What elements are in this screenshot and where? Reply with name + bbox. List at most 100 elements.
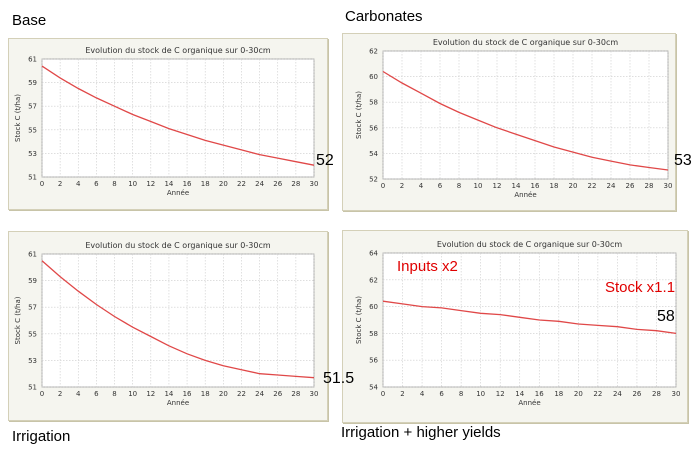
x-tick-label: 22	[588, 182, 597, 190]
x-tick-label: 28	[645, 182, 654, 190]
series-line	[382, 300, 677, 335]
x-tick-label: 18	[201, 180, 210, 188]
y-tick-label: 53	[28, 357, 37, 365]
chart-svg-base: Evolution du stock de C organique sur 0-…	[14, 46, 319, 197]
x-tick-label: 8	[112, 180, 116, 188]
x-tick-label: 30	[310, 180, 319, 188]
x-tick-label: 4	[76, 390, 81, 398]
chart-panel-irrigation-higher-yields: Evolution du stock de C organique sur 0-…	[342, 230, 688, 423]
series-line	[382, 70, 669, 171]
chart-panel-irrigation: Evolution du stock de C organique sur 0-…	[8, 231, 328, 421]
x-axis-label: Année	[167, 399, 189, 407]
plot-area	[41, 58, 315, 178]
chart-title: Evolution du stock de C organique sur 0-…	[85, 46, 271, 55]
x-tick-label: 10	[474, 182, 483, 190]
y-axis-label: Stock C (t/ha)	[14, 94, 22, 142]
x-tick-label: 14	[515, 390, 524, 398]
x-tick-label: 16	[183, 180, 192, 188]
x-tick-label: 24	[607, 182, 616, 190]
x-tick-label: 2	[400, 390, 404, 398]
x-tick-label: 6	[94, 390, 99, 398]
y-tick-label: 64	[369, 250, 378, 258]
chart-svg-irrigation: Evolution du stock de C organique sur 0-…	[14, 241, 318, 407]
x-tick-label: 2	[400, 182, 404, 190]
note-inputs-x2: Inputs x2	[397, 258, 458, 275]
y-tick-label: 57	[28, 304, 37, 312]
x-tick-label: 8	[457, 182, 461, 190]
x-tick-label: 14	[164, 180, 173, 188]
x-tick-label: 0	[40, 390, 44, 398]
y-tick-label: 58	[369, 99, 378, 107]
x-axis-label: Année	[514, 191, 536, 199]
x-tick-label: 30	[672, 390, 681, 398]
y-tick-label: 53	[28, 150, 37, 158]
end-value-base: 52	[316, 152, 334, 169]
x-tick-label: 0	[381, 390, 385, 398]
y-tick-label: 61	[28, 56, 37, 64]
y-tick-label: 62	[369, 48, 378, 56]
x-tick-label: 20	[574, 390, 583, 398]
chart-title: Evolution du stock de C organique sur 0-…	[433, 38, 619, 47]
y-tick-label: 62	[369, 276, 378, 284]
y-tick-label: 54	[369, 150, 378, 158]
x-tick-label: 24	[255, 180, 264, 188]
x-tick-label: 6	[438, 182, 443, 190]
x-tick-label: 18	[201, 390, 210, 398]
x-tick-label: 10	[476, 390, 485, 398]
chart-title: Evolution du stock de C organique sur 0-…	[85, 241, 271, 250]
x-tick-label: 12	[146, 390, 155, 398]
y-tick-label: 55	[28, 330, 37, 338]
y-tick-label: 61	[28, 251, 37, 259]
x-tick-label: 26	[626, 182, 635, 190]
x-axis-label: Année	[167, 189, 189, 197]
x-tick-label: 8	[459, 390, 463, 398]
chart-panel-base: Evolution du stock de C organique sur 0-…	[8, 38, 328, 210]
x-tick-label: 20	[219, 390, 228, 398]
x-tick-label: 12	[493, 182, 502, 190]
x-tick-label: 24	[255, 390, 264, 398]
x-tick-label: 22	[593, 390, 602, 398]
x-tick-label: 2	[58, 390, 62, 398]
panel-label-carbonates: Carbonates	[345, 8, 423, 25]
y-tick-label: 56	[369, 357, 378, 365]
x-tick-label: 16	[183, 390, 192, 398]
x-tick-label: 18	[550, 182, 559, 190]
x-tick-label: 0	[381, 182, 385, 190]
x-tick-label: 14	[164, 390, 173, 398]
y-tick-label: 58	[369, 330, 378, 338]
y-tick-label: 56	[369, 124, 378, 132]
y-tick-label: 60	[369, 73, 378, 81]
x-tick-label: 20	[569, 182, 578, 190]
y-axis-label: Stock C (t/ha)	[355, 296, 363, 344]
plot-area	[41, 253, 315, 388]
y-tick-label: 60	[369, 303, 378, 311]
x-tick-label: 10	[128, 390, 137, 398]
x-tick-label: 4	[420, 390, 425, 398]
x-tick-label: 30	[664, 182, 673, 190]
x-tick-label: 20	[219, 180, 228, 188]
x-tick-label: 16	[531, 182, 540, 190]
y-tick-label: 52	[369, 176, 378, 184]
x-tick-label: 10	[128, 180, 137, 188]
chart-svg-irrigation-higher-yields: Evolution du stock de C organique sur 0-…	[355, 240, 681, 407]
x-tick-label: 14	[512, 182, 521, 190]
x-tick-label: 12	[496, 390, 505, 398]
x-axis-label: Année	[518, 399, 540, 407]
plot-area	[382, 50, 669, 180]
chart-svg-carbonates: Evolution du stock de C organique sur 0-…	[355, 38, 673, 199]
x-tick-label: 12	[146, 180, 155, 188]
x-tick-label: 26	[273, 390, 282, 398]
chart-title: Evolution du stock de C organique sur 0-…	[437, 240, 623, 249]
chart-panel-carbonates: Evolution du stock de C organique sur 0-…	[342, 33, 676, 211]
x-tick-label: 6	[94, 180, 99, 188]
x-tick-label: 4	[76, 180, 81, 188]
x-tick-label: 16	[535, 390, 544, 398]
end-value-irrigation-higher-yields: 58	[657, 308, 675, 325]
end-value-carbonates: 53	[674, 152, 692, 169]
y-axis-label: Stock C (t/ha)	[14, 296, 22, 344]
panel-label-irrigation: Irrigation	[12, 428, 71, 445]
x-tick-label: 6	[439, 390, 444, 398]
x-tick-label: 26	[273, 180, 282, 188]
x-tick-label: 4	[419, 182, 424, 190]
x-tick-label: 28	[652, 390, 661, 398]
